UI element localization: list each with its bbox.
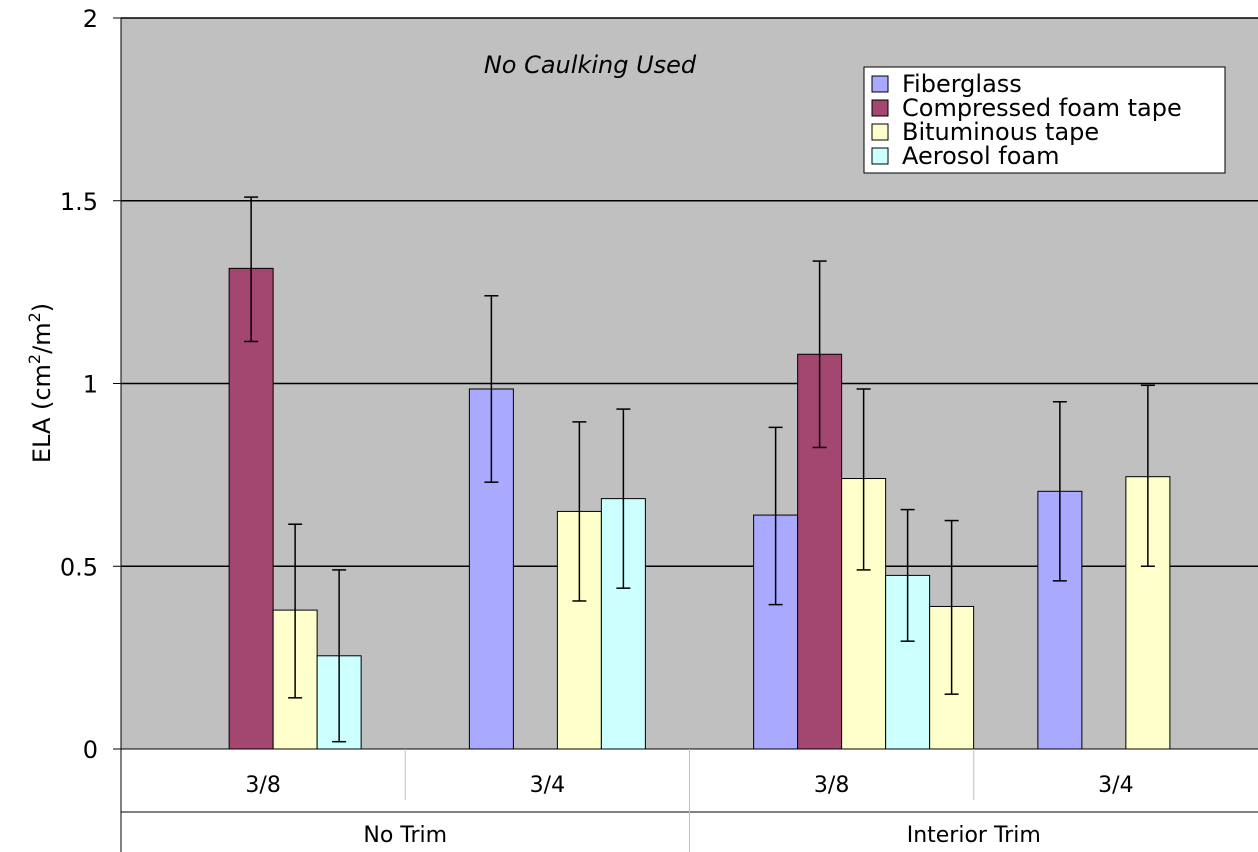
y-tick-label: 1.5 [60, 188, 98, 216]
chart-annotation: No Caulking Used [484, 51, 697, 79]
legend-swatch [871, 99, 889, 117]
legend-label: Aerosol foam [902, 142, 1060, 170]
x-category-label: 3/8 [814, 773, 849, 798]
x-category-label: 3/4 [1098, 773, 1133, 798]
y-tick-labels: 0 0.5 1 1.5 2 [60, 5, 98, 764]
axes [120, 18, 1258, 852]
legend-swatch [871, 123, 889, 141]
error-bars [244, 196, 1155, 743]
legend-label: Bituminous tape [902, 118, 1099, 146]
y-tick-label: 0 [83, 736, 98, 764]
legend-swatch [871, 147, 889, 165]
x-group-label: No Trim [363, 823, 447, 848]
x-group-label: Interior Trim [907, 823, 1041, 848]
y-tick-label: 2 [83, 5, 98, 33]
x-category-labels: 3/8 3/4 3/8 3/4 No Trim Interior Trim [245, 773, 1133, 848]
legend-label: Fiberglass [902, 70, 1022, 98]
y-tick-label: 1 [83, 371, 98, 399]
y-tick-label: 0.5 [60, 553, 98, 581]
y-axis-label: ELA (cm2/m2) [25, 303, 56, 463]
legend-box [863, 66, 1226, 174]
legend-label: Compressed foam tape [902, 94, 1182, 122]
x-category-label: 3/8 [245, 773, 280, 798]
legend-swatch [871, 75, 889, 93]
x-category-label: 3/4 [530, 773, 565, 798]
